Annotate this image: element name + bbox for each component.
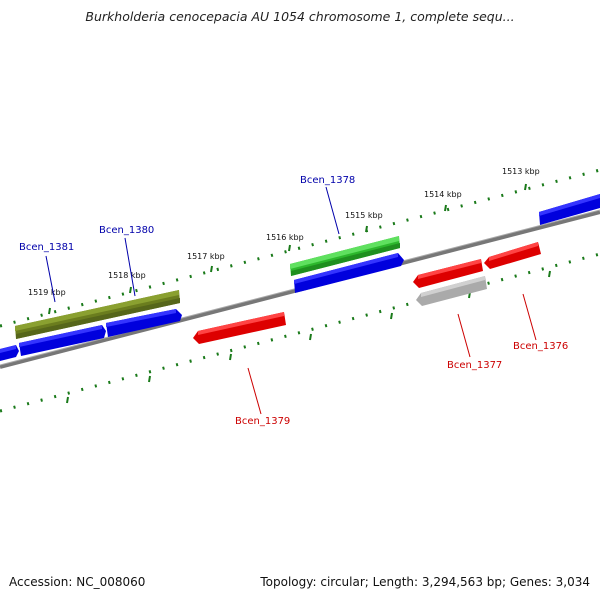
ruler-label-1517: 1517 kbp (187, 252, 225, 261)
gene-feature-blue-3[interactable] (106, 309, 182, 337)
gene-feature-grey-1377[interactable] (416, 276, 487, 306)
gene-feature-blue-5[interactable] (539, 194, 600, 225)
gene-label-bcen1378[interactable]: Bcen_1378 (300, 175, 355, 186)
ruler-label-1513: 1513 kbp (502, 167, 540, 176)
gene-feature-blue-4[interactable] (294, 253, 404, 293)
gene-label-bcen1376[interactable]: Bcen_1376 (513, 341, 568, 352)
gene-label-bcen1381[interactable]: Bcen_1381 (19, 242, 74, 253)
ruler-label-1515: 1515 kbp (345, 211, 383, 220)
gene-feature-red-1379[interactable] (193, 312, 286, 344)
gene-label-bcen1377[interactable]: Bcen_1377 (447, 360, 502, 371)
gene-label-bcen1380[interactable]: Bcen_1380 (99, 225, 154, 236)
ruler-label-1514: 1514 kbp (424, 190, 462, 199)
gene-feature-blue-1[interactable] (0, 345, 19, 361)
gene-feature-olive[interactable] (15, 290, 180, 339)
map-title: Burkholderia cenocepacia AU 1054 chromos… (85, 9, 515, 24)
label-leaders (45, 186, 537, 415)
gene-feature-red-1377a[interactable] (413, 259, 483, 288)
gene-feature-red-1376[interactable] (484, 242, 541, 269)
ruler-label-1519: 1519 kbp (28, 288, 66, 297)
gene-feature-blue-2[interactable] (19, 325, 106, 356)
gene-feature-green[interactable] (290, 236, 400, 276)
gene-label-bcen1379[interactable]: Bcen_1379 (235, 416, 290, 427)
upper-ruler (0, 168, 600, 328)
genome-stats-text: Topology: circular; Length: 3,294,563 bp… (260, 575, 590, 589)
ruler-label-1518: 1518 kbp (108, 271, 146, 280)
accession-text: Accession: NC_008060 (9, 575, 146, 589)
upper-ruler-major-ticks (48, 183, 527, 315)
ruler-label-1516: 1516 kbp (266, 233, 304, 242)
